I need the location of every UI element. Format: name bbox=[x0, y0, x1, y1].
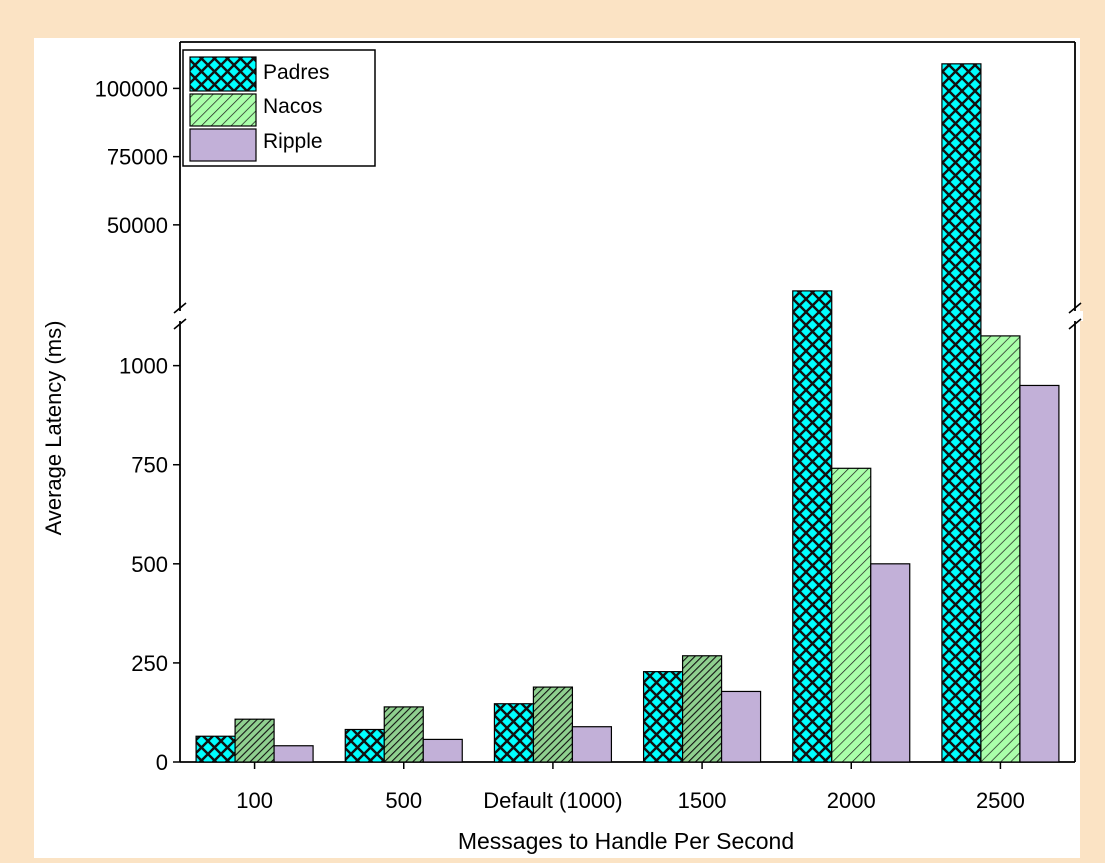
y-tick-label-6: 50000 bbox=[107, 213, 168, 238]
axes bbox=[172, 41, 1083, 763]
bar-ripple-1 bbox=[273, 745, 314, 763]
bar-nacos-4 bbox=[681, 655, 723, 763]
y-tick-label-2: 250 bbox=[131, 651, 168, 676]
bar-nacos-5 bbox=[831, 467, 872, 763]
bars bbox=[195, 63, 1060, 763]
x-axis-label: Messages to Handle Per Second bbox=[458, 828, 794, 854]
x-tick-label-6: 2500 bbox=[976, 788, 1025, 813]
x-tick-label-4: 1500 bbox=[678, 788, 727, 813]
legend-swatch-nacos bbox=[189, 93, 257, 127]
y-axis-label: Average Latency (ms) bbox=[41, 321, 66, 536]
x-tick-label-2: 500 bbox=[385, 788, 422, 813]
bar-nacos-3 bbox=[532, 686, 574, 763]
bar-padres-5 bbox=[792, 290, 833, 763]
bar-ripple-5 bbox=[870, 563, 911, 763]
bar-padres-2 bbox=[344, 728, 385, 763]
x-tick-label-3: Default (1000) bbox=[483, 788, 622, 813]
y-tick-label-7: 75000 bbox=[107, 145, 168, 170]
legend-label-ripple: Ripple bbox=[263, 130, 323, 153]
y-tick-label-5: 1000 bbox=[119, 354, 168, 379]
bar-nacos-1 bbox=[234, 718, 275, 763]
axis-break-mark-3 bbox=[1068, 302, 1082, 314]
legend-swatch-padres bbox=[189, 56, 257, 92]
axis-break-mark-4 bbox=[1068, 318, 1082, 330]
legend-swatch-ripple bbox=[189, 128, 257, 162]
y-tick-label-4: 750 bbox=[131, 453, 168, 478]
bar-padres-6 bbox=[941, 63, 982, 763]
bar-nacos-2 bbox=[383, 706, 424, 763]
bar-ripple-4 bbox=[720, 690, 762, 763]
bar-ripple-6 bbox=[1019, 384, 1060, 763]
bar-padres-1 bbox=[195, 735, 236, 763]
x-tick-label-1: 100 bbox=[236, 788, 273, 813]
y-tick-label-8: 100000 bbox=[95, 76, 168, 101]
legend-label-nacos: Nacos bbox=[263, 95, 323, 118]
axis-break-mark-1 bbox=[173, 302, 187, 314]
y-tick-label-3: 500 bbox=[131, 552, 168, 577]
bar-ripple-3 bbox=[571, 726, 613, 763]
bar-padres-3 bbox=[493, 703, 535, 763]
bar-padres-4 bbox=[642, 671, 684, 763]
axis-break-gap bbox=[172, 311, 1083, 321]
bar-nacos-6 bbox=[980, 335, 1021, 763]
legend-label-padres: Padres bbox=[263, 61, 330, 84]
tick-labels: 100 500 Default (1000) 1500 2000 2500 0 250 500 7… bbox=[95, 76, 1025, 813]
axis-break-mark-2 bbox=[173, 318, 187, 330]
y-tick-label-1: 0 bbox=[156, 750, 168, 775]
bar-ripple-2 bbox=[422, 738, 463, 763]
x-tick-label-5: 2000 bbox=[827, 788, 876, 813]
legend: Padres Nacos Ripple bbox=[182, 49, 376, 167]
